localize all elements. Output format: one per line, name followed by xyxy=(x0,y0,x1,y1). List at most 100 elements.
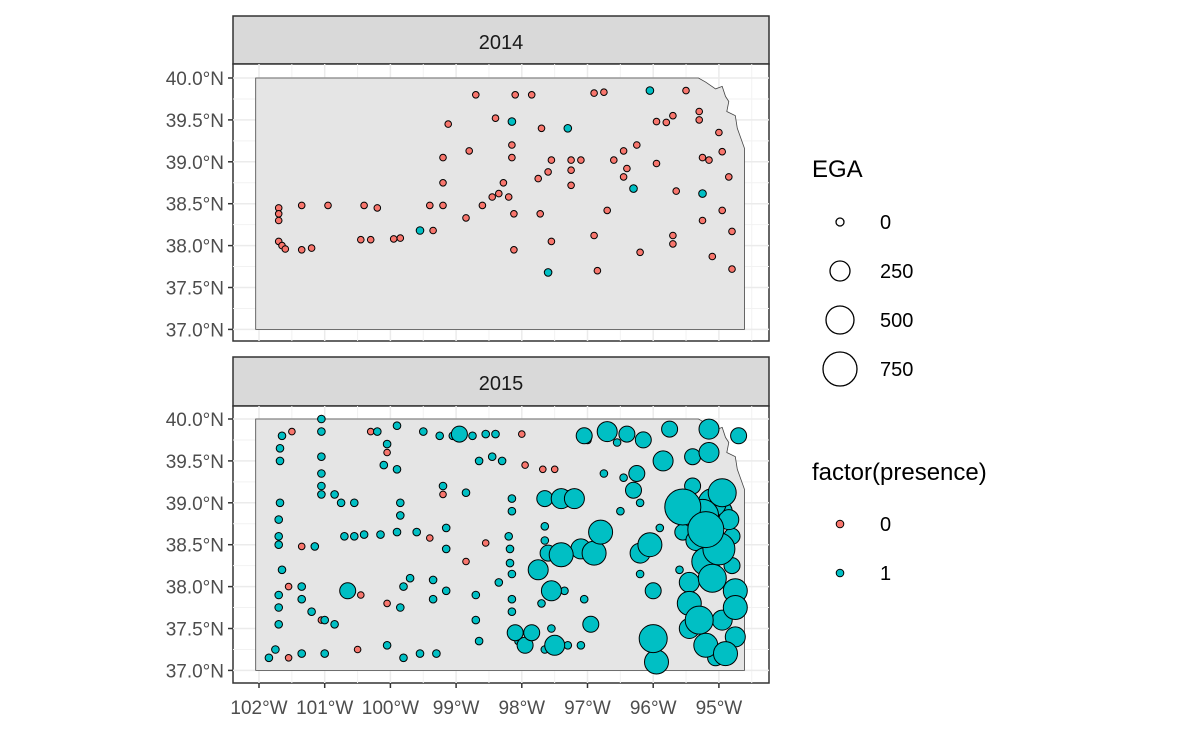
data-point xyxy=(505,558,515,568)
data-point xyxy=(536,490,554,508)
data-point xyxy=(527,559,549,581)
y-tick-label: 39.5°N xyxy=(166,111,224,132)
data-point xyxy=(271,645,280,654)
data-point xyxy=(707,478,737,508)
data-point xyxy=(539,465,547,474)
data-point xyxy=(357,591,365,599)
data-point xyxy=(382,641,392,650)
data-point xyxy=(317,427,326,436)
data-point xyxy=(507,494,517,503)
data-point xyxy=(396,511,405,520)
data-point xyxy=(507,569,517,579)
x-tick-label: 97°W xyxy=(564,698,611,719)
x-tick-label: 98°W xyxy=(498,698,545,719)
data-point xyxy=(382,439,392,449)
data-point xyxy=(652,117,661,126)
strip-2014 xyxy=(232,15,770,65)
data-point xyxy=(645,86,655,95)
data-point xyxy=(383,599,391,608)
data-point xyxy=(507,506,517,516)
data-point xyxy=(428,575,438,585)
y-axis-2015: 40.0°N 39.5°N 39.0°N 38.5°N 38.0°N 37.5°N 37.0… xyxy=(166,410,233,682)
data-point xyxy=(508,153,516,162)
data-point xyxy=(441,586,451,596)
data-point xyxy=(629,184,638,193)
data-point xyxy=(450,425,468,443)
data-point xyxy=(577,156,585,164)
data-point xyxy=(644,582,662,600)
data-point xyxy=(625,481,642,499)
data-point xyxy=(540,536,550,545)
strip-label-2015: 2015 xyxy=(479,373,524,395)
x-tick-label: 101°W xyxy=(296,698,353,719)
x-tick-label: 96°W xyxy=(630,698,677,719)
data-point xyxy=(494,578,504,587)
data-point xyxy=(633,141,641,149)
data-point xyxy=(582,615,600,633)
legend-presence-label: 0 xyxy=(880,514,891,536)
data-point xyxy=(487,452,497,462)
legend-ega-title: EGA xyxy=(812,156,863,183)
data-point xyxy=(419,427,428,436)
data-point xyxy=(504,532,514,541)
data-point xyxy=(435,431,445,441)
data-point xyxy=(708,252,717,261)
data-point xyxy=(399,653,408,663)
data-point xyxy=(579,594,589,604)
data-point xyxy=(317,490,326,499)
data-point xyxy=(669,111,677,120)
data-point xyxy=(652,159,661,168)
data-point xyxy=(307,244,316,252)
data-point xyxy=(396,603,405,612)
data-point xyxy=(330,620,339,629)
data-point xyxy=(317,452,326,462)
data-point xyxy=(383,448,391,457)
data-point xyxy=(511,91,520,99)
data-point xyxy=(396,498,405,508)
data-point xyxy=(373,204,382,212)
y-tick-label: 37.0°N xyxy=(166,320,224,341)
data-point xyxy=(353,645,362,654)
data-point xyxy=(297,542,306,551)
data-point xyxy=(695,116,704,124)
legend-ega: EGA 0 250 500 750 xyxy=(812,156,913,387)
data-point xyxy=(495,189,503,198)
data-point xyxy=(415,226,425,235)
data-point xyxy=(698,216,707,225)
data-point xyxy=(637,532,663,558)
panel-2014: 2014 40.0°N 39.5°N 39.0°N 38.5°N 38.0°N 37.5°… xyxy=(166,15,770,342)
legend-ega-label: 0 xyxy=(880,212,891,234)
data-point xyxy=(725,173,733,181)
data-point xyxy=(537,124,546,133)
data-point xyxy=(567,166,575,174)
data-point xyxy=(281,245,290,253)
legend-presence-key xyxy=(835,519,845,529)
data-point xyxy=(474,636,484,646)
data-point xyxy=(474,456,484,466)
data-point xyxy=(274,540,284,550)
y-tick-label: 40.0°N xyxy=(166,69,224,90)
data-point xyxy=(540,580,562,602)
data-point xyxy=(284,654,293,662)
data-point xyxy=(705,156,713,164)
data-point xyxy=(426,201,434,210)
data-point xyxy=(481,429,491,439)
data-point xyxy=(274,590,284,600)
y-tick-label: 37.0°N xyxy=(166,661,224,682)
data-point xyxy=(652,450,674,472)
points-2014 xyxy=(274,86,736,277)
data-point xyxy=(547,156,556,164)
legend-ega-key xyxy=(822,351,858,387)
data-point xyxy=(588,519,614,545)
data-point xyxy=(687,511,725,549)
data-point xyxy=(698,442,720,463)
data-point xyxy=(399,582,408,591)
data-point xyxy=(507,607,517,617)
legend-ega-label: 750 xyxy=(880,359,913,381)
x-axis: 102°W 101°W 100°W 99°W 98°W 97°W 96°W 95°W xyxy=(230,683,742,719)
data-point xyxy=(497,456,507,466)
data-point xyxy=(728,265,736,273)
data-point xyxy=(547,624,556,633)
x-tick-label: 95°W xyxy=(696,698,743,719)
